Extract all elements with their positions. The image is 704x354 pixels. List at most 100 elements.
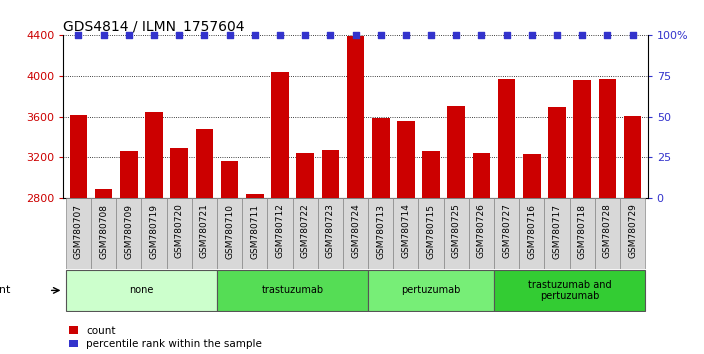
Point — [249, 33, 260, 38]
Bar — [346, 36, 365, 354]
Bar — [573, 80, 591, 354]
Bar — [170, 148, 188, 354]
Bar — [368, 198, 394, 269]
Bar — [293, 198, 318, 269]
Bar — [116, 198, 142, 269]
Text: none: none — [130, 285, 153, 295]
Bar — [217, 198, 242, 269]
Point — [98, 33, 109, 38]
Point — [501, 33, 513, 38]
Bar — [548, 108, 566, 354]
Text: GSM780724: GSM780724 — [351, 204, 360, 258]
Bar — [544, 198, 570, 269]
Bar — [196, 129, 213, 354]
Point — [627, 33, 639, 38]
Bar — [142, 198, 167, 269]
Bar — [221, 161, 239, 354]
Point — [174, 33, 185, 38]
Text: GSM780708: GSM780708 — [99, 204, 108, 258]
Text: GSM780716: GSM780716 — [527, 204, 536, 258]
Bar — [242, 198, 268, 269]
Bar — [191, 198, 217, 269]
Text: GSM780728: GSM780728 — [603, 204, 612, 258]
Text: GSM780709: GSM780709 — [125, 204, 133, 258]
Text: GSM780712: GSM780712 — [275, 204, 284, 258]
Point — [451, 33, 462, 38]
Text: GSM780715: GSM780715 — [427, 204, 436, 258]
Point — [401, 33, 412, 38]
Bar — [444, 198, 469, 269]
Point — [123, 33, 134, 38]
Bar — [120, 151, 138, 354]
Text: GSM780727: GSM780727 — [502, 204, 511, 258]
Bar — [394, 198, 418, 269]
Bar — [145, 112, 163, 354]
Point — [602, 33, 613, 38]
Legend: count, percentile rank within the sample: count, percentile rank within the sample — [68, 326, 262, 349]
Bar — [70, 115, 87, 354]
Point — [199, 33, 210, 38]
Bar — [268, 198, 293, 269]
Point — [350, 33, 361, 38]
Bar — [494, 198, 520, 269]
Point — [275, 33, 286, 38]
Bar — [296, 153, 314, 354]
Point — [299, 33, 310, 38]
Point — [375, 33, 386, 38]
Bar — [520, 198, 544, 269]
Bar — [498, 79, 515, 354]
Bar — [66, 270, 217, 311]
Bar — [322, 150, 339, 354]
Bar — [271, 72, 289, 354]
Text: GSM780722: GSM780722 — [301, 204, 310, 258]
Point — [425, 33, 436, 38]
Text: agent: agent — [0, 285, 11, 295]
Point — [73, 33, 84, 38]
Bar — [570, 198, 595, 269]
Point — [325, 33, 336, 38]
Text: GSM780713: GSM780713 — [376, 204, 385, 258]
Text: GSM780707: GSM780707 — [74, 204, 83, 258]
Text: GSM780721: GSM780721 — [200, 204, 209, 258]
Bar — [494, 270, 645, 311]
Bar — [167, 198, 191, 269]
Point — [551, 33, 562, 38]
Bar — [418, 198, 444, 269]
Bar — [620, 198, 645, 269]
Text: GSM780723: GSM780723 — [326, 204, 335, 258]
Bar — [598, 79, 616, 354]
Point — [149, 33, 160, 38]
Bar — [343, 198, 368, 269]
Text: GSM780719: GSM780719 — [149, 204, 158, 258]
Text: trastuzumab: trastuzumab — [261, 285, 324, 295]
Bar — [469, 198, 494, 269]
Text: GSM780729: GSM780729 — [628, 204, 637, 258]
Text: GSM780710: GSM780710 — [225, 204, 234, 258]
Bar — [523, 154, 541, 354]
Text: GSM780720: GSM780720 — [175, 204, 184, 258]
Bar — [217, 270, 368, 311]
Text: GSM780718: GSM780718 — [578, 204, 586, 258]
Text: GDS4814 / ILMN_1757604: GDS4814 / ILMN_1757604 — [63, 21, 245, 34]
Text: GSM780725: GSM780725 — [452, 204, 460, 258]
Point — [224, 33, 235, 38]
Text: GSM780711: GSM780711 — [251, 204, 259, 258]
Bar — [318, 198, 343, 269]
Text: GSM780714: GSM780714 — [401, 204, 410, 258]
Bar — [372, 118, 389, 354]
Text: pertuzumab: pertuzumab — [401, 285, 460, 295]
Bar — [595, 198, 620, 269]
Bar — [448, 107, 465, 354]
Bar — [66, 198, 91, 269]
Bar — [246, 194, 263, 354]
Point — [476, 33, 487, 38]
Bar — [368, 270, 494, 311]
Text: GSM780726: GSM780726 — [477, 204, 486, 258]
Bar — [397, 121, 415, 354]
Text: trastuzumab and
pertuzumab: trastuzumab and pertuzumab — [528, 280, 611, 301]
Point — [577, 33, 588, 38]
Bar — [472, 153, 490, 354]
Bar — [95, 189, 113, 354]
Bar — [91, 198, 116, 269]
Text: GSM780717: GSM780717 — [553, 204, 562, 258]
